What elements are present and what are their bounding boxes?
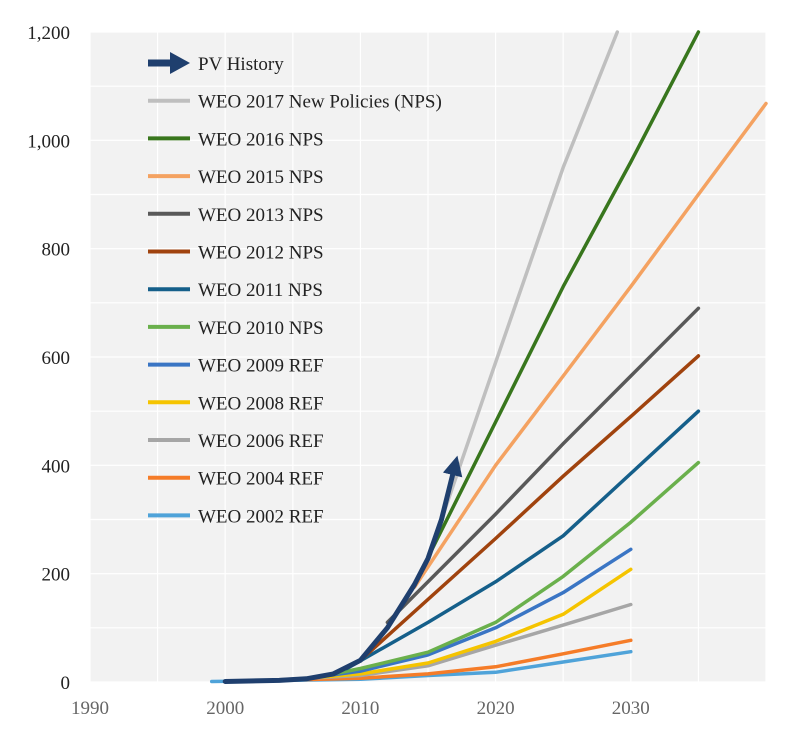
legend-label: WEO 2010 NPS — [198, 318, 324, 339]
legend-item: WEO 2010 NPS — [148, 318, 324, 339]
series-line-8 — [318, 547, 633, 679]
legend-item: WEO 2004 REF — [148, 469, 324, 490]
legend-label: WEO 2011 NPS — [198, 280, 323, 301]
legend-label: WEO 2008 REF — [198, 393, 324, 414]
y-tick-label: 600 — [42, 348, 71, 369]
legend-label: PV History — [198, 54, 284, 75]
legend-item: WEO 2016 NPS — [148, 129, 324, 150]
x-tick-label: 2020 — [477, 698, 515, 719]
y-tick-label: 800 — [42, 240, 71, 261]
x-tick-label: 2010 — [341, 698, 379, 719]
y-tick-label: 0 — [61, 673, 71, 694]
y-tick-label: 400 — [42, 456, 71, 477]
series-line-1 — [439, 30, 620, 522]
series-line-3 — [412, 101, 768, 589]
legend-label: WEO 2015 NPS — [198, 167, 324, 188]
legend-label: WEO 2013 NPS — [198, 205, 324, 226]
legend-label: WEO 2009 REF — [198, 356, 324, 377]
legend-item: WEO 2008 REF — [148, 393, 324, 414]
series-line-9 — [304, 567, 633, 680]
legend-label: WEO 2016 NPS — [198, 129, 324, 150]
legend-arrow-head — [170, 52, 190, 74]
legend: PV History WEO 2017 New Policies (NPS) WEO… — [148, 52, 442, 527]
axes: 0 200 400 600 800 1,000 1,200 1990 2000 2010 2020 2… — [27, 23, 650, 719]
y-tick-label: 1,200 — [27, 23, 70, 44]
legend-item: WEO 2009 REF — [148, 356, 324, 377]
legend-item: WEO 2012 NPS — [148, 243, 324, 264]
legend-item: WEO 2011 NPS — [148, 280, 323, 301]
series-line-0 — [222, 455, 463, 684]
legend-label: WEO 2002 REF — [198, 506, 324, 527]
x-tick-label: 2000 — [206, 698, 244, 719]
legend-item: WEO 2015 NPS — [148, 167, 324, 188]
series-line-5 — [358, 354, 701, 663]
series-line-4 — [385, 306, 701, 625]
series-line-7 — [331, 460, 701, 676]
legend-label: WEO 2017 New Policies (NPS) — [198, 92, 442, 113]
legend-label: WEO 2006 REF — [198, 431, 324, 452]
legend-item: WEO 2002 REF — [148, 506, 324, 527]
legend-label: WEO 2012 NPS — [198, 243, 324, 264]
series-lines — [209, 30, 768, 684]
legend-item: WEO 2013 NPS — [148, 205, 324, 226]
y-tick-label: 1,000 — [27, 131, 70, 152]
y-tick-label: 200 — [42, 565, 71, 586]
series-line-11 — [250, 638, 633, 683]
legend-item: PV History — [148, 52, 284, 75]
series-line-2 — [426, 30, 701, 560]
x-tick-label: 2030 — [612, 698, 650, 719]
legend-label: WEO 2004 REF — [198, 469, 324, 490]
x-tick-label: 1990 — [71, 698, 109, 719]
legend-item: WEO 2017 New Policies (NPS) — [148, 92, 442, 113]
legend-item: WEO 2006 REF — [148, 431, 324, 452]
series-line-6 — [345, 409, 701, 671]
